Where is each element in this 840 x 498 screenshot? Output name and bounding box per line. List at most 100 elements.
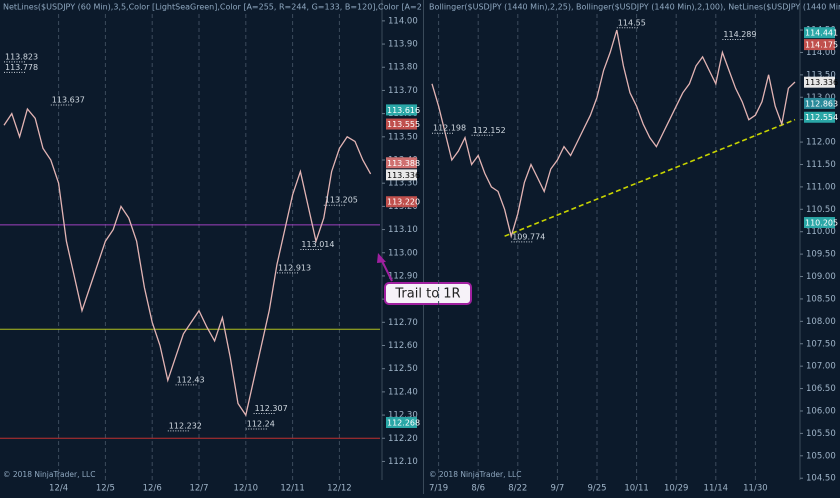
price-annotation: 112.913 <box>278 263 311 272</box>
y-tick-label: 112.30 <box>388 411 418 421</box>
indicator-header: Bollinger($USDJPY (1440 Min),2,25), Boll… <box>429 3 840 12</box>
x-tick-label: 12/5 <box>96 484 115 494</box>
x-tick-label: 12/4 <box>49 484 68 494</box>
y-tick-label: 109.00 <box>806 272 836 282</box>
price-marker <box>804 97 835 109</box>
y-tick-label: 111.50 <box>806 160 836 170</box>
price-annotation: 112.152 <box>473 126 506 135</box>
x-tick-label: 12/7 <box>189 484 208 494</box>
price-marker-label: 113.616 <box>387 106 420 115</box>
price-annotation: 112.307 <box>255 404 288 413</box>
price-marker-label: 114.175 <box>805 41 838 50</box>
y-tick-label: 108.50 <box>806 294 836 304</box>
y-tick-label: 108.00 <box>806 317 836 327</box>
price-marker-label: 113.555 <box>387 120 420 129</box>
y-tick-label: 110.50 <box>806 205 836 215</box>
price-marker <box>804 111 835 123</box>
x-tick-label: 12/10 <box>234 484 259 494</box>
price-annotation: 113.637 <box>52 96 85 105</box>
copyright: © 2018 NinjaTrader, LLC <box>3 470 95 479</box>
callout-arrowhead <box>377 253 386 263</box>
price-marker-label: 113.388 <box>387 159 420 168</box>
x-tick-label: 12/11 <box>280 484 305 494</box>
price-line <box>3 107 372 417</box>
price-annotation: 112.24 <box>247 419 275 428</box>
price-annotation: 112.43 <box>177 375 205 384</box>
trend-line <box>504 118 796 237</box>
price-annotation: 113.205 <box>325 196 358 205</box>
price-marker-label: 113.336 <box>805 78 838 87</box>
y-tick-label: 107.50 <box>806 339 836 349</box>
price-marker <box>386 196 417 208</box>
y-tick-label: 106.50 <box>806 384 836 394</box>
x-tick-label: 8/22 <box>508 484 527 494</box>
y-tick-label: 113.30 <box>388 179 418 189</box>
y-tick-label: 112.10 <box>388 457 418 467</box>
price-marker <box>386 104 417 116</box>
y-tick-label: 112.60 <box>388 341 418 351</box>
chart-panel: 12/4 12/5 12/6 12/7 12/10 12/11 12/12 112.10 112… <box>0 0 505 494</box>
price-annotation: 114.55 <box>618 18 646 27</box>
callout-box <box>384 282 472 305</box>
x-tick-label: 9/7 <box>551 484 565 494</box>
y-tick-label: 106.00 <box>806 406 836 416</box>
price-marker-label: 113.220 <box>387 198 420 207</box>
y-tick-label: 114.00 <box>388 16 418 26</box>
y-tick-label: 114.00 <box>806 48 836 58</box>
callout-arrow <box>380 258 393 282</box>
x-tick-label: 7/19 <box>429 484 448 494</box>
price-annotation: 109.774 <box>512 232 545 241</box>
x-tick-label: 11/14 <box>704 484 729 494</box>
price-marker-label: 112.268 <box>387 418 420 427</box>
price-marker <box>386 157 417 169</box>
price-marker <box>386 416 417 428</box>
price-marker-label: 114.441 <box>805 29 838 38</box>
price-annotation: 112.232 <box>169 421 202 430</box>
price-marker <box>386 169 417 181</box>
price-annotation: 113.778 <box>5 63 38 72</box>
y-tick-label: 105.50 <box>806 429 836 439</box>
y-tick-label: 110.00 <box>806 227 836 237</box>
y-tick-label: 112.90 <box>388 271 418 281</box>
x-tick-label: 10/29 <box>664 484 689 494</box>
price-line <box>431 29 796 239</box>
y-tick-label: 113.80 <box>388 63 418 73</box>
y-tick-label: 105.00 <box>806 451 836 461</box>
copyright: © 2018 NinjaTrader, LLC <box>429 470 521 479</box>
y-tick-label: 107.00 <box>806 362 836 372</box>
price-annotation: 114.289 <box>723 30 756 39</box>
x-tick-label: 10/11 <box>624 484 649 494</box>
y-tick-label: 113.10 <box>388 225 418 235</box>
y-tick-label: 104.50 <box>806 474 836 484</box>
price-marker-label: 110.205 <box>805 219 838 228</box>
y-tick-label: 113.90 <box>388 40 418 50</box>
price-marker <box>386 118 417 130</box>
y-tick-label: 113.00 <box>806 93 836 103</box>
y-tick-label: 112.70 <box>388 318 418 328</box>
x-tick-label: 8/6 <box>471 484 485 494</box>
price-annotation: 113.014 <box>301 240 334 249</box>
price-annotation: 113.823 <box>5 52 38 61</box>
y-tick-label: 112.50 <box>388 364 418 374</box>
price-marker <box>804 217 835 229</box>
y-tick-label: 109.50 <box>806 250 836 260</box>
y-tick-label: 113.50 <box>806 70 836 80</box>
y-tick-label: 112.00 <box>806 138 836 148</box>
y-tick-label: 111.00 <box>806 182 836 192</box>
indicator-header: NetLines($USDJPY (60 Min),3,5,Color [Lig… <box>3 3 505 12</box>
price-marker-label: 112.554 <box>805 113 838 122</box>
y-tick-label: 113.70 <box>388 86 418 96</box>
x-tick-label: 11/30 <box>743 484 768 494</box>
price-marker-label: 112.863 <box>805 99 838 108</box>
callout-text: Trail to 1R <box>394 287 460 302</box>
x-tick-label: 9/25 <box>587 484 606 494</box>
y-tick-label: 112.20 <box>388 434 418 444</box>
price-marker <box>804 76 835 88</box>
x-tick-label: 12/12 <box>327 484 352 494</box>
y-tick-label: 112.40 <box>388 387 418 397</box>
chart-panel: 7/19 8/6 8/22 9/7 9/25 10/11 10/29 11/14 11/30 10… <box>429 0 840 494</box>
x-tick-label: 12/6 <box>143 484 162 494</box>
y-tick-label: 113.50 <box>388 132 418 142</box>
